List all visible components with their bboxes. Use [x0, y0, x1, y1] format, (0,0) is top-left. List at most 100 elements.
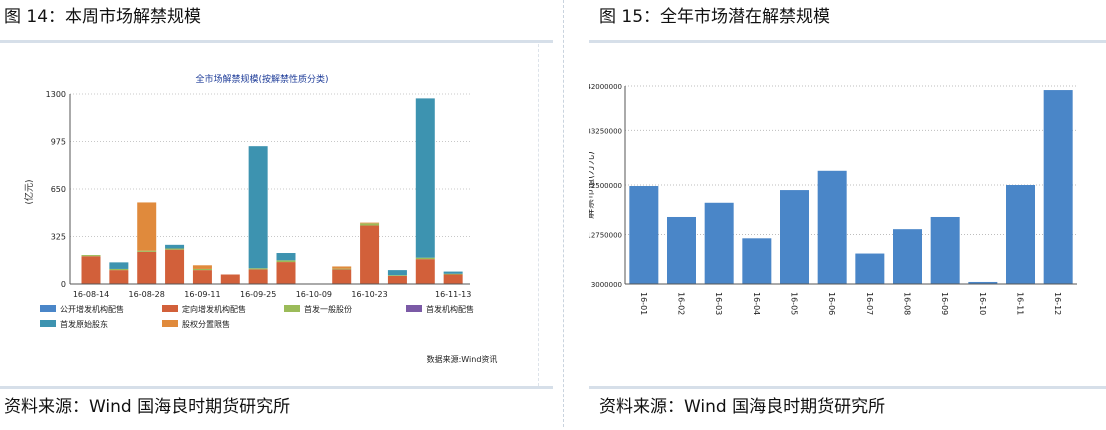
bar — [855, 253, 885, 284]
bar-segment — [276, 253, 296, 261]
bar-segment — [137, 250, 157, 252]
bar — [817, 170, 847, 284]
y-tick-label: 1300 — [46, 90, 66, 99]
bar — [629, 186, 659, 284]
legend-swatch — [162, 320, 178, 327]
bar-segment — [276, 262, 296, 284]
bar-segment — [443, 271, 463, 274]
right-panel: 图 15：全年市场潜在解禁规模 解禁市值(万元) 42000000 3325000… — [589, 0, 1106, 430]
x-tick-label: 16-06 — [827, 292, 836, 315]
bar — [667, 216, 696, 284]
y-tick-label: 33250000 — [589, 127, 622, 135]
right-source-caption: 资料来源：Wind 国海良时期货研究所 — [589, 386, 1106, 430]
bar — [704, 202, 734, 284]
y-axis-label: 解禁市值(万元) — [589, 151, 596, 219]
legend-label: 公开增发机构配售 — [60, 304, 124, 314]
bar-segment — [137, 251, 157, 284]
bar — [968, 281, 998, 284]
bar-segment — [443, 273, 463, 275]
legend-label: 股权分置限售 — [182, 319, 230, 329]
legend-label: 首发机构配售 — [426, 304, 474, 314]
bar-segment — [165, 248, 185, 250]
chart-border — [538, 44, 539, 386]
bar — [930, 216, 960, 284]
bar-segment — [332, 268, 352, 270]
bar — [1006, 185, 1035, 284]
bar-segment — [81, 255, 101, 257]
bar-segment — [165, 244, 185, 249]
bar-segment — [387, 275, 407, 284]
x-tick-label: 16-10 — [978, 292, 987, 315]
x-tick-label: 16-09 — [940, 292, 949, 315]
x-tick-label: 16-12 — [1053, 292, 1062, 315]
x-tick-label: 16-10-23 — [351, 290, 387, 299]
bar-segment — [192, 270, 212, 284]
x-tick-label: 16-08-14 — [73, 290, 109, 299]
x-tick-label: 16-04 — [752, 292, 761, 315]
bar — [1043, 90, 1073, 284]
bar-segment — [332, 269, 352, 284]
legend-swatch — [284, 305, 300, 312]
x-tick-label: 16-10-09 — [296, 290, 332, 299]
bar-segment — [360, 222, 380, 224]
legend-label: 定向增发机构配售 — [182, 304, 246, 314]
bar-segment — [415, 98, 435, 258]
left-source-caption: 资料来源：Wind 国海良时期货研究所 — [0, 386, 553, 430]
x-tick-label: 16-11-13 — [435, 290, 471, 299]
x-tick-label: 16-09-25 — [240, 290, 276, 299]
y-tick-label: 650 — [51, 185, 66, 194]
right-figure-caption: 图 15：全年市场潜在解禁规模 — [589, 0, 1106, 43]
y-tick-label: 975 — [51, 138, 66, 147]
bar-segment — [165, 249, 185, 284]
bar-segment — [360, 225, 380, 284]
bar-segment — [415, 257, 435, 260]
left-panel: 图 14：本周市场解禁规模 全市场解禁规模(按解禁性质分类) (亿元) 1300… — [0, 0, 553, 430]
bar-segment — [360, 223, 380, 226]
bar-segment — [220, 274, 240, 284]
bar-segment — [443, 274, 463, 284]
x-tick-label: 16-01 — [639, 292, 648, 315]
bar-segment — [109, 270, 129, 284]
y-tick-label: 22500000 — [589, 182, 622, 190]
x-tick-label: 16-02 — [677, 292, 686, 315]
legend-swatch — [40, 320, 56, 327]
bar-segment — [248, 146, 268, 269]
bar-segment — [109, 268, 129, 271]
y-tick-label: 3000000 — [591, 281, 622, 289]
legend-label: 首发一般股份 — [304, 304, 352, 314]
chart-title: 全市场解禁规模(按解禁性质分类) — [195, 73, 328, 85]
bar-segment — [332, 266, 352, 269]
x-tick-label: 16-03 — [714, 292, 723, 315]
x-tick-label: 16-05 — [790, 292, 799, 315]
x-tick-label: 16-11 — [1016, 292, 1025, 315]
legend-swatch — [406, 305, 422, 312]
legend-swatch — [40, 305, 56, 312]
x-tick-label: 16-08-28 — [129, 290, 165, 299]
bar-segment — [109, 262, 129, 269]
y-tick-label: 325 — [51, 233, 66, 242]
panel-separator — [563, 0, 564, 427]
annual-unlock-chart: 解禁市值(万元) 42000000 33250000 22500000 1275000… — [589, 83, 1077, 315]
bar-segment — [192, 268, 212, 271]
bar — [742, 238, 772, 284]
bar-segment — [137, 202, 157, 251]
legend-swatch — [162, 305, 178, 312]
bar-segment — [248, 268, 268, 270]
bar — [780, 190, 809, 284]
bar-segment — [387, 275, 407, 276]
weekly-unlock-chart: 全市场解禁规模(按解禁性质分类) (亿元) 1300 975 650 325 0 16-0… — [23, 73, 498, 364]
bar-segment — [192, 265, 212, 269]
legend-label: 首发原始股东 — [60, 319, 108, 329]
x-tick-label: 16-08 — [903, 292, 912, 315]
x-tick-label: 16-09-11 — [184, 290, 220, 299]
y-tick-label: 12750000 — [589, 232, 622, 240]
y-axis-label: (亿元) — [23, 179, 35, 204]
bar — [893, 229, 922, 284]
y-tick-label: 42000000 — [589, 83, 622, 91]
x-tick-label: 16-07 — [865, 292, 874, 315]
bar-segment — [248, 269, 268, 284]
left-figure-caption: 图 14：本周市场解禁规模 — [0, 0, 553, 43]
bar-segment — [387, 270, 407, 276]
bar-segment — [81, 256, 101, 284]
data-source-note: 数据来源:Wind资讯 — [427, 354, 498, 364]
